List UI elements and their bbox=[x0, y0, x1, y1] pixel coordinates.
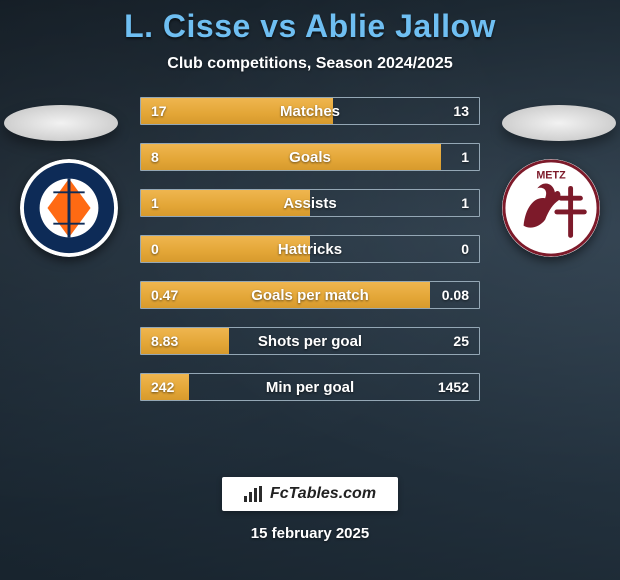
stat-fill bbox=[141, 190, 310, 216]
stat-value-right: 1452 bbox=[428, 374, 479, 400]
crest-left bbox=[20, 159, 118, 257]
stat-fill bbox=[141, 282, 430, 308]
stat-row: Min per goal2421452 bbox=[140, 373, 480, 401]
stat-value-right: 13 bbox=[443, 98, 479, 124]
stat-row: Goals81 bbox=[140, 143, 480, 171]
stat-fill bbox=[141, 144, 441, 170]
stats-stage: METZ Matches1713 Goals81 Assists11 Hattrick… bbox=[0, 97, 620, 477]
crest-right-icon: METZ bbox=[502, 159, 600, 257]
stat-fill bbox=[141, 374, 189, 400]
spotlight-left bbox=[4, 105, 118, 141]
crest-left-icon bbox=[20, 159, 118, 257]
stat-value-right: 1 bbox=[451, 190, 479, 216]
footer: FcTables.com 15 february 2025 bbox=[222, 477, 398, 542]
brand-text: FcTables.com bbox=[270, 485, 376, 503]
stat-row: Assists11 bbox=[140, 189, 480, 217]
stat-value-right: 1 bbox=[451, 144, 479, 170]
stat-row: Goals per match0.470.08 bbox=[140, 281, 480, 309]
crest-right: METZ bbox=[502, 159, 600, 257]
subtitle: Club competitions, Season 2024/2025 bbox=[167, 55, 452, 73]
brand-bars-icon bbox=[244, 486, 264, 502]
stat-fill bbox=[141, 236, 310, 262]
stat-fill bbox=[141, 98, 333, 124]
svg-text:METZ: METZ bbox=[536, 170, 566, 182]
brand-badge: FcTables.com bbox=[222, 477, 398, 511]
stat-row: Shots per goal8.8325 bbox=[140, 327, 480, 355]
page-title: L. Cisse vs Ablie Jallow bbox=[124, 8, 496, 45]
stat-value-right: 0.08 bbox=[432, 282, 479, 308]
spotlight-right bbox=[502, 105, 616, 141]
stat-label: Min per goal bbox=[141, 374, 479, 400]
stat-row: Hattricks00 bbox=[140, 235, 480, 263]
comparison-card: L. Cisse vs Ablie Jallow Club competitio… bbox=[0, 0, 620, 580]
stat-value-right: 25 bbox=[443, 328, 479, 354]
stat-row: Matches1713 bbox=[140, 97, 480, 125]
stat-value-right: 0 bbox=[451, 236, 479, 262]
date-label: 15 february 2025 bbox=[251, 525, 369, 542]
stat-bars: Matches1713 Goals81 Assists11 Hattricks00 Go… bbox=[140, 97, 480, 401]
stat-fill bbox=[141, 328, 229, 354]
